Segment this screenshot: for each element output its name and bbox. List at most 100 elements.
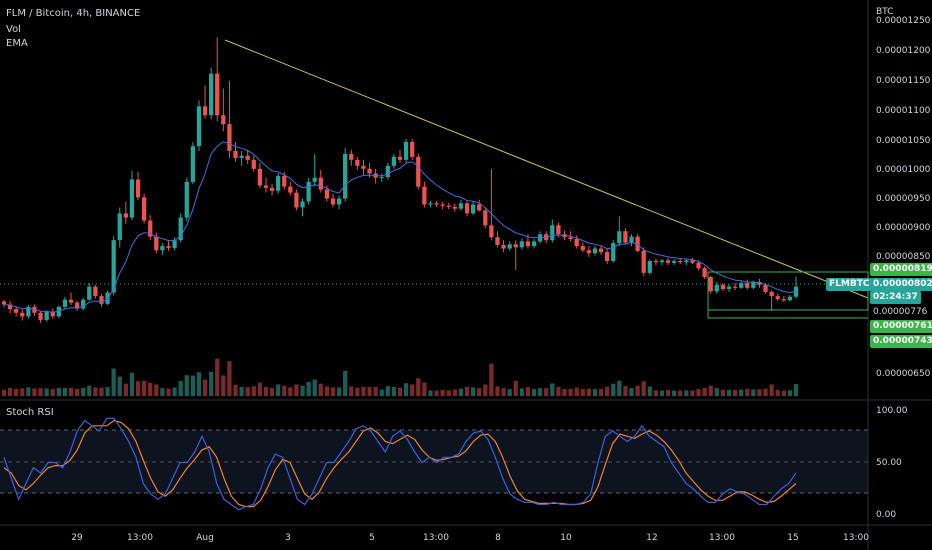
candle-body	[696, 262, 701, 269]
volume-bar	[20, 388, 25, 396]
time-axis-tick: 13:00	[423, 533, 449, 543]
volume-bar	[550, 383, 555, 396]
candle-body	[202, 106, 208, 116]
candle-body	[617, 231, 622, 244]
candle-body	[14, 309, 19, 313]
candle-body	[495, 237, 500, 245]
time-axis-labels[interactable]: 29 13:00 Aug 3 5 13:00 8 10 12 13:00 15 13:00	[71, 533, 869, 543]
candle-body	[367, 168, 372, 174]
candle-body	[111, 240, 116, 293]
candle-body	[324, 189, 330, 199]
candle-body	[288, 186, 293, 193]
price-axis-tick: 0.00001000	[876, 165, 931, 175]
candle-body	[312, 177, 317, 182]
candle-body	[659, 260, 665, 263]
volume-bar	[74, 388, 80, 396]
candle-body	[294, 192, 299, 208]
price-axis-tick: 0.00001200	[876, 46, 931, 56]
candle-body	[276, 175, 281, 191]
indicator-ema-label[interactable]: EMA	[6, 38, 28, 49]
time-axis-tick: 10	[560, 533, 572, 543]
volume-bar	[202, 379, 208, 396]
stoch-rsi-label[interactable]: Stoch RSI	[6, 407, 54, 418]
volume-bar	[513, 380, 518, 396]
candle-body	[123, 213, 128, 218]
volume-bar	[294, 384, 299, 396]
axis-unit: BTC	[876, 7, 893, 17]
volume-bar	[623, 386, 628, 396]
candle-body	[38, 312, 43, 320]
volume-bar	[410, 384, 415, 396]
volume-bar	[14, 388, 19, 396]
candle-body	[141, 197, 147, 221]
volume-bar	[477, 388, 482, 396]
candle-body	[166, 246, 171, 248]
candle-body	[355, 159, 360, 166]
candle-body	[720, 284, 726, 289]
price-axis-labels[interactable]: 0.00001250 0.00001200 0.00001150 0.00001100…	[876, 16, 931, 379]
volume-bar	[531, 389, 537, 396]
candle-body	[379, 177, 384, 179]
candle-body	[428, 203, 433, 205]
candle-body	[300, 201, 305, 208]
volume-bar	[209, 371, 214, 396]
candle-body	[598, 248, 604, 253]
volume-bar	[519, 388, 524, 396]
volume-bar	[300, 385, 305, 396]
candle-body	[349, 153, 354, 160]
volume-bar	[458, 388, 464, 396]
candle-body	[416, 156, 421, 187]
candle-body	[117, 213, 122, 241]
candle-body	[647, 261, 652, 273]
volume-bar	[87, 385, 92, 396]
candle-body	[81, 299, 86, 309]
candle-body	[653, 261, 659, 263]
volume-bar	[629, 388, 634, 396]
indicator-vol-label[interactable]: Vol	[6, 24, 21, 35]
volume-bar	[544, 388, 549, 396]
volume-bar	[135, 381, 141, 396]
stoch-k-line	[3, 417, 797, 511]
volume-bar	[787, 390, 793, 396]
candle-body	[318, 177, 323, 190]
candle-body	[507, 244, 512, 249]
volume-bar	[196, 372, 202, 396]
candle-body	[336, 198, 342, 205]
volume-bar	[708, 385, 713, 396]
volume-bar	[769, 384, 774, 396]
volume-bar	[50, 388, 55, 396]
volume-bar	[26, 387, 31, 396]
volume-bar	[653, 390, 659, 396]
volume-bar	[227, 361, 232, 396]
candle-body	[672, 261, 677, 263]
volume-bar	[470, 387, 476, 396]
volume-bar	[464, 386, 470, 396]
time-axis-tick: 12	[646, 533, 657, 543]
candle-body	[568, 237, 573, 239]
candle-body	[269, 187, 275, 191]
candle-body	[160, 246, 165, 251]
price-tag-low3: 0.00000743	[870, 335, 932, 348]
trendline-drawing[interactable]	[224, 39, 869, 299]
chart-title[interactable]: FLM / Bitcoin, 4h, BINANCE	[6, 8, 141, 19]
volume-bar	[245, 387, 250, 396]
candle-body	[184, 181, 189, 218]
candle-body	[215, 73, 220, 116]
candle-body	[87, 286, 92, 300]
volume-bar	[343, 371, 348, 396]
candle-body	[477, 204, 482, 211]
volume-bar	[605, 386, 610, 396]
candle-body	[751, 281, 756, 288]
candle-body	[154, 236, 159, 251]
volume-bar	[556, 386, 561, 396]
candle-body	[397, 156, 403, 160]
candle-body	[781, 299, 786, 301]
volume-bar	[720, 389, 726, 396]
candle-body	[440, 204, 445, 206]
candle-body	[403, 141, 409, 160]
volume-bar	[166, 388, 171, 396]
volume-bar	[257, 382, 263, 396]
candle-body	[708, 277, 713, 292]
